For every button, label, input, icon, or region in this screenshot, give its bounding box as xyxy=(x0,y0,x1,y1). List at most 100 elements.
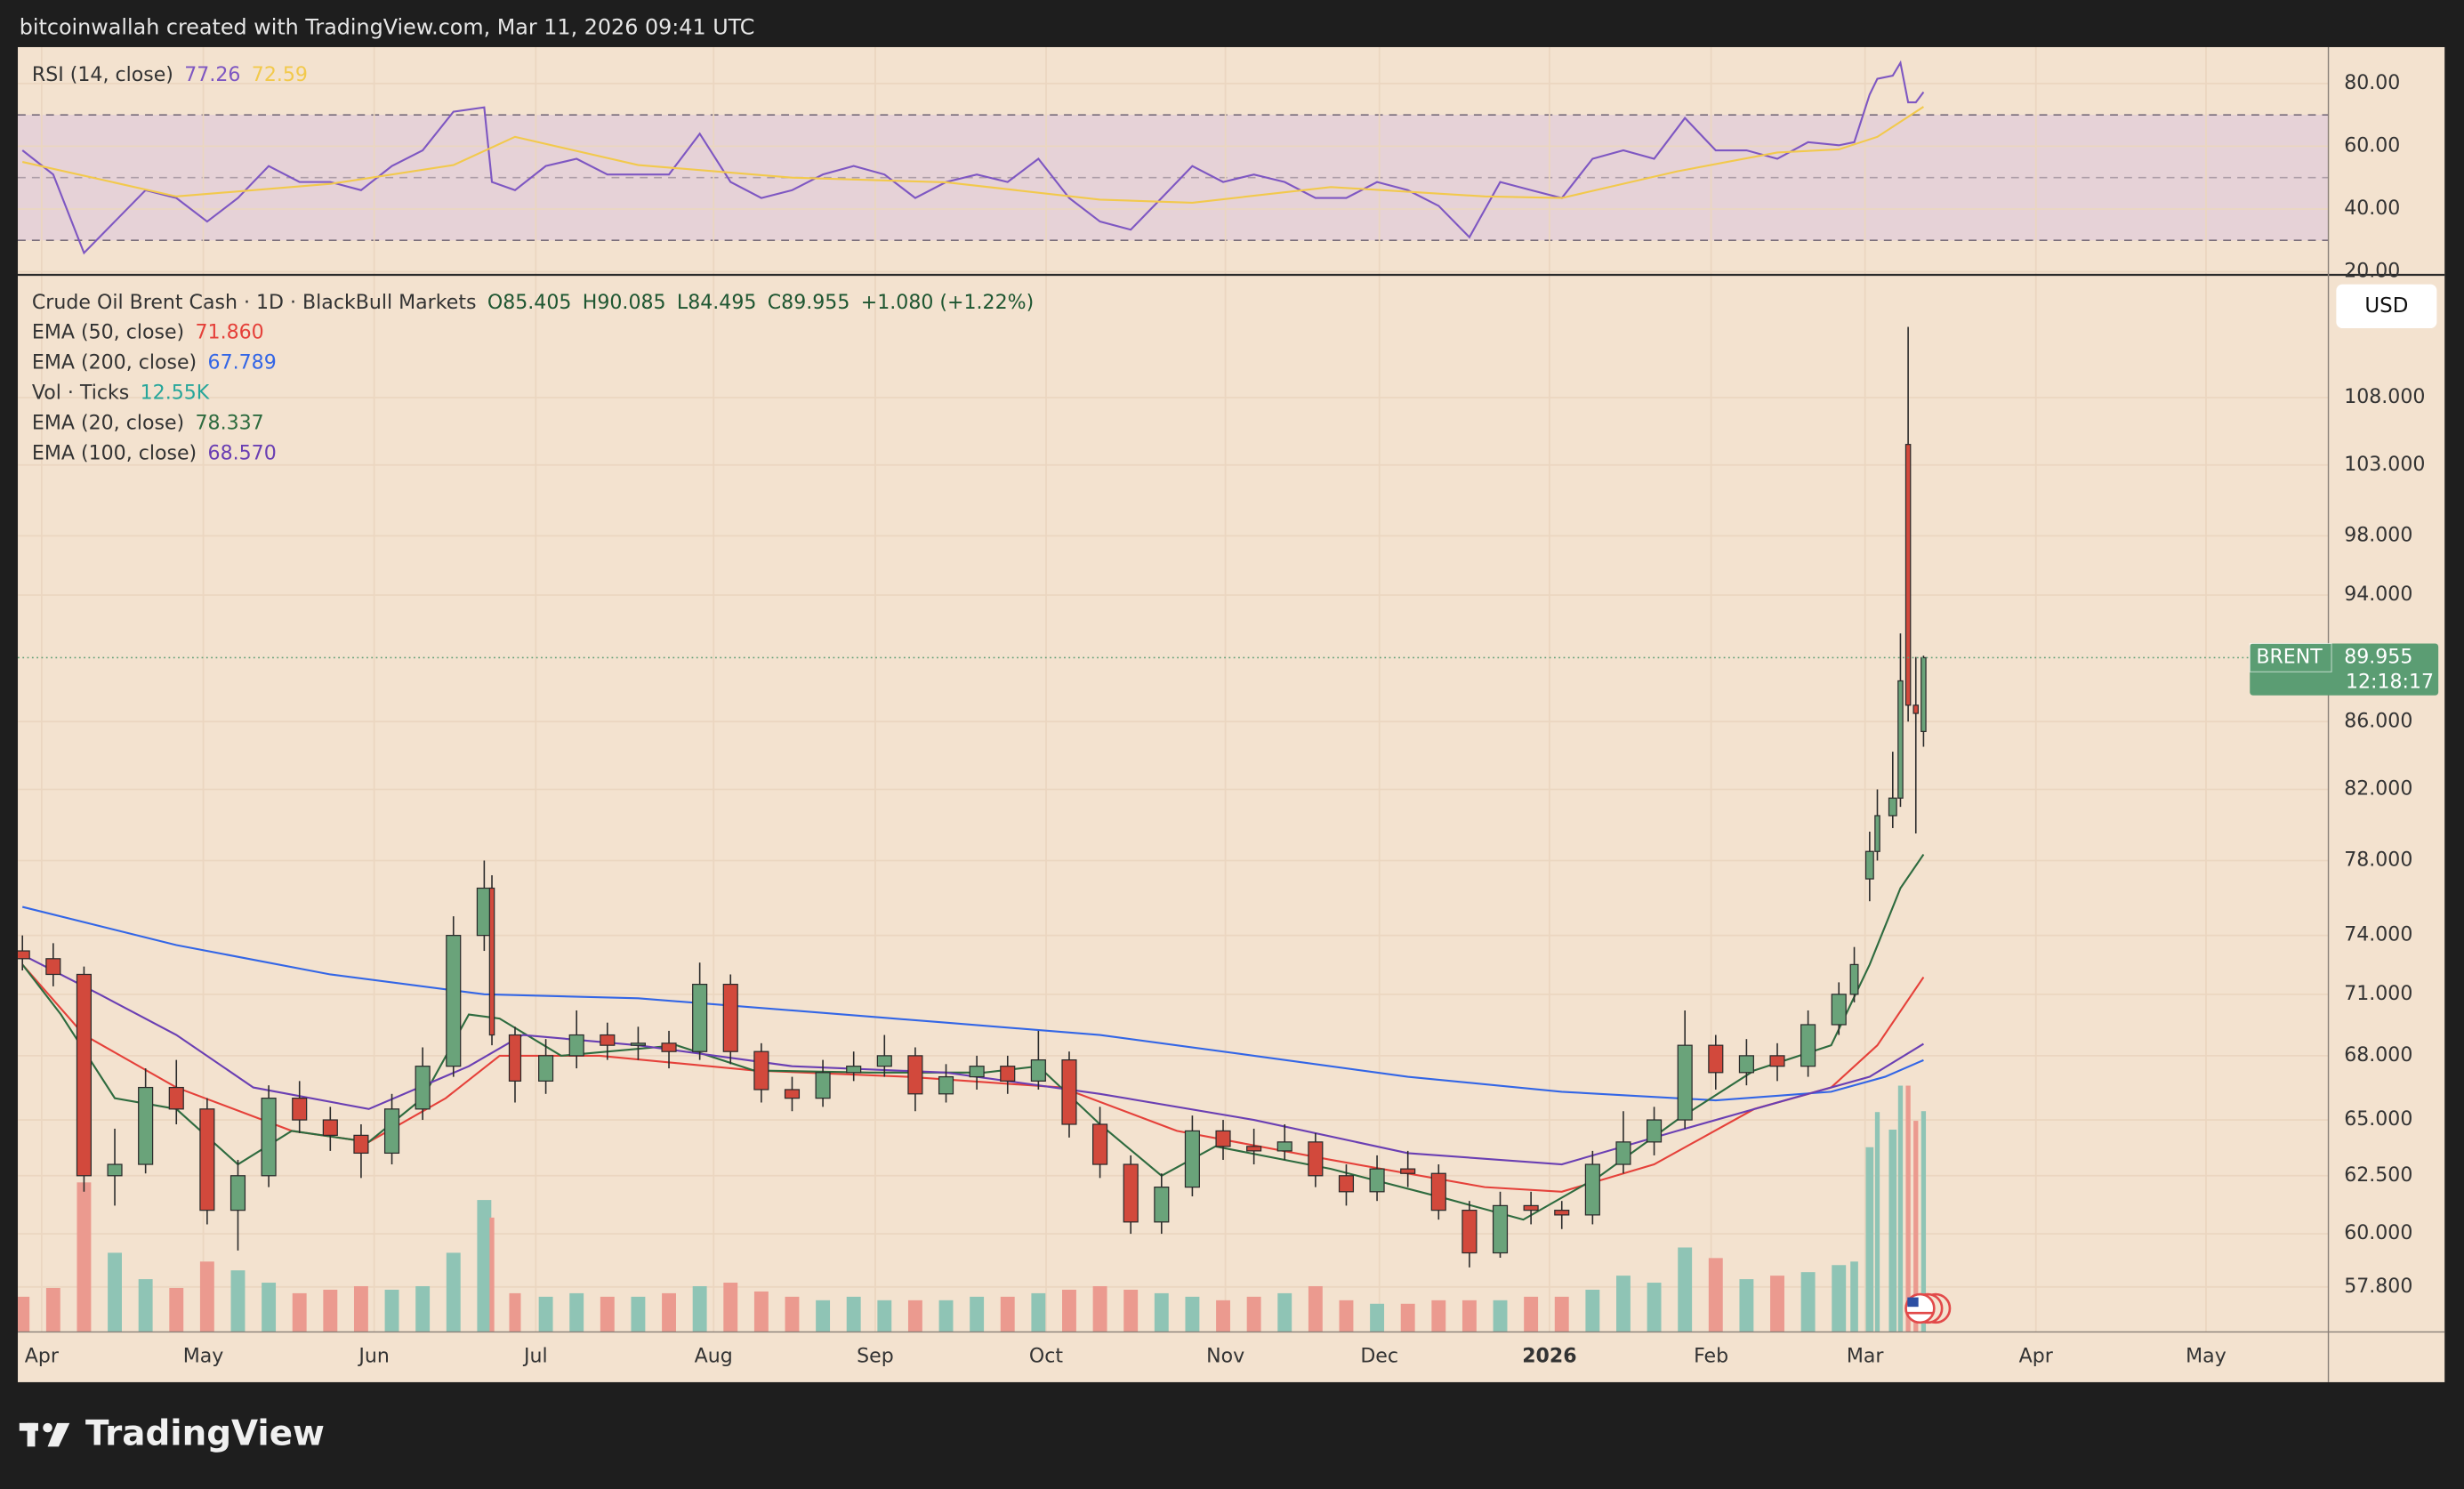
y-tick-label: 60.000 xyxy=(2344,1222,2412,1244)
volume-bar xyxy=(169,1287,184,1332)
candle-body xyxy=(1831,994,1847,1026)
candle-body xyxy=(692,984,708,1052)
volume-bar xyxy=(1874,1112,1880,1332)
logo-shape xyxy=(27,1422,36,1447)
labels: Apr May Jun Jul Aug Sep Oct Nov Dec 2026 Feb Mar Apr… xyxy=(18,64,2439,1368)
candle-body xyxy=(600,1034,616,1046)
candle-body xyxy=(1888,797,1897,817)
x-tick-label: Jun xyxy=(357,1346,389,1368)
legend-value: 68.570 xyxy=(208,443,277,465)
y-tick-label: 94.000 xyxy=(2344,584,2412,606)
candle-body xyxy=(1584,1163,1600,1216)
volume xyxy=(18,1085,1927,1332)
candle-body xyxy=(784,1089,801,1099)
rsi-ma-legend-value: 72.59 xyxy=(252,64,308,86)
volume-bar xyxy=(76,1182,92,1332)
volume-bar xyxy=(18,1296,30,1332)
y-tick-label: 98.000 xyxy=(2344,524,2412,546)
volume-bar xyxy=(1800,1272,1816,1332)
volume-bar xyxy=(1913,1121,1919,1332)
candle-body xyxy=(1215,1130,1231,1147)
rsi-ma-line xyxy=(21,106,1924,204)
candle-body xyxy=(1615,1141,1631,1165)
x-tick-label: 2026 xyxy=(1522,1346,1576,1368)
volume-bar xyxy=(353,1285,368,1332)
candle-body xyxy=(1061,1058,1077,1125)
candle-body xyxy=(1912,704,1920,714)
volume-bar xyxy=(199,1261,214,1332)
currency-button[interactable] xyxy=(2336,284,2437,329)
volume-bar xyxy=(1154,1292,1169,1332)
volume-bar xyxy=(108,1252,122,1332)
ohlc-label: C89.955 xyxy=(768,292,850,314)
legend-name: Vol · Ticks xyxy=(32,382,129,405)
volume-bar xyxy=(446,1252,461,1332)
volume-bar xyxy=(45,1287,60,1332)
candle-body xyxy=(1874,815,1880,852)
candle-body xyxy=(1400,1168,1416,1174)
candle-body xyxy=(1276,1141,1292,1152)
volume-bar xyxy=(569,1292,584,1332)
volume-bar xyxy=(1905,1085,1911,1332)
volume-bar xyxy=(292,1292,307,1332)
volume-bar xyxy=(538,1296,553,1332)
price-tag-symbol: BRENT xyxy=(2256,646,2323,668)
volume-bar xyxy=(1277,1292,1292,1332)
rsi-band xyxy=(18,115,2329,241)
y-tick-label: 82.000 xyxy=(2344,777,2412,800)
volume-bar xyxy=(1888,1129,1897,1332)
volume-bar xyxy=(1554,1296,1569,1332)
candle-body xyxy=(1554,1210,1570,1216)
rsi-legend-value: 77.26 xyxy=(184,64,240,86)
candle-body xyxy=(292,1098,308,1121)
x-tick-label: Nov xyxy=(1206,1346,1244,1368)
volume-bar xyxy=(1461,1300,1477,1332)
ohlc-label: O85.405 xyxy=(487,292,572,314)
candle-body xyxy=(1338,1175,1355,1193)
candle-body xyxy=(1308,1141,1324,1177)
volume-bar xyxy=(1000,1296,1015,1332)
price-tag-countdown: 12:18:17 xyxy=(2346,672,2434,694)
rsi-tick-label: 60.00 xyxy=(2344,134,2400,157)
candle-body xyxy=(261,1098,277,1177)
candle-body xyxy=(353,1134,369,1155)
candle-body xyxy=(1647,1119,1663,1143)
candle-body xyxy=(168,1086,184,1110)
volume-bar xyxy=(785,1296,800,1332)
volume-bar xyxy=(1897,1085,1904,1332)
y-tick-label: 71.000 xyxy=(2344,983,2412,1005)
volume-bar xyxy=(230,1270,246,1332)
volume-bar xyxy=(1832,1265,1847,1332)
candle-body xyxy=(753,1050,769,1091)
candle-body xyxy=(76,973,92,1177)
x-tick-label: Apr xyxy=(2019,1346,2054,1368)
candles xyxy=(18,326,1927,1268)
volume-bar xyxy=(1739,1279,1754,1332)
legend-value: 78.337 xyxy=(196,413,264,435)
x-tick-label: Feb xyxy=(1694,1346,1728,1368)
x-tick-label: Sep xyxy=(857,1346,894,1368)
logo-shape xyxy=(43,1422,52,1433)
candle-body xyxy=(229,1175,246,1211)
volume-bar xyxy=(1616,1276,1631,1332)
rsi-band-group xyxy=(18,114,2329,242)
volume-bar xyxy=(600,1296,615,1332)
legend-value: 12.55K xyxy=(141,382,210,405)
legend-name: EMA (20, close) xyxy=(32,413,184,435)
candle-body xyxy=(1184,1130,1200,1188)
x-tick-label: Jul xyxy=(522,1346,548,1368)
candle-body xyxy=(1123,1163,1139,1223)
candle-body xyxy=(1849,963,1859,995)
candle-body xyxy=(661,1042,677,1052)
volume-bar xyxy=(1678,1247,1693,1332)
x-tick-label: Dec xyxy=(1360,1346,1398,1368)
volume-bar xyxy=(1370,1303,1385,1332)
volume-bar xyxy=(1400,1303,1415,1332)
legend-name: EMA (100, close) xyxy=(32,443,197,465)
rsi-pane xyxy=(21,60,1925,255)
x-tick-label: Apr xyxy=(25,1346,60,1368)
y-tick-label: 108.000 xyxy=(2344,386,2425,408)
y-tick-label: 78.000 xyxy=(2344,849,2412,871)
y-tick-label: 65.000 xyxy=(2344,1108,2412,1131)
y-tick-label: 103.000 xyxy=(2344,454,2425,476)
